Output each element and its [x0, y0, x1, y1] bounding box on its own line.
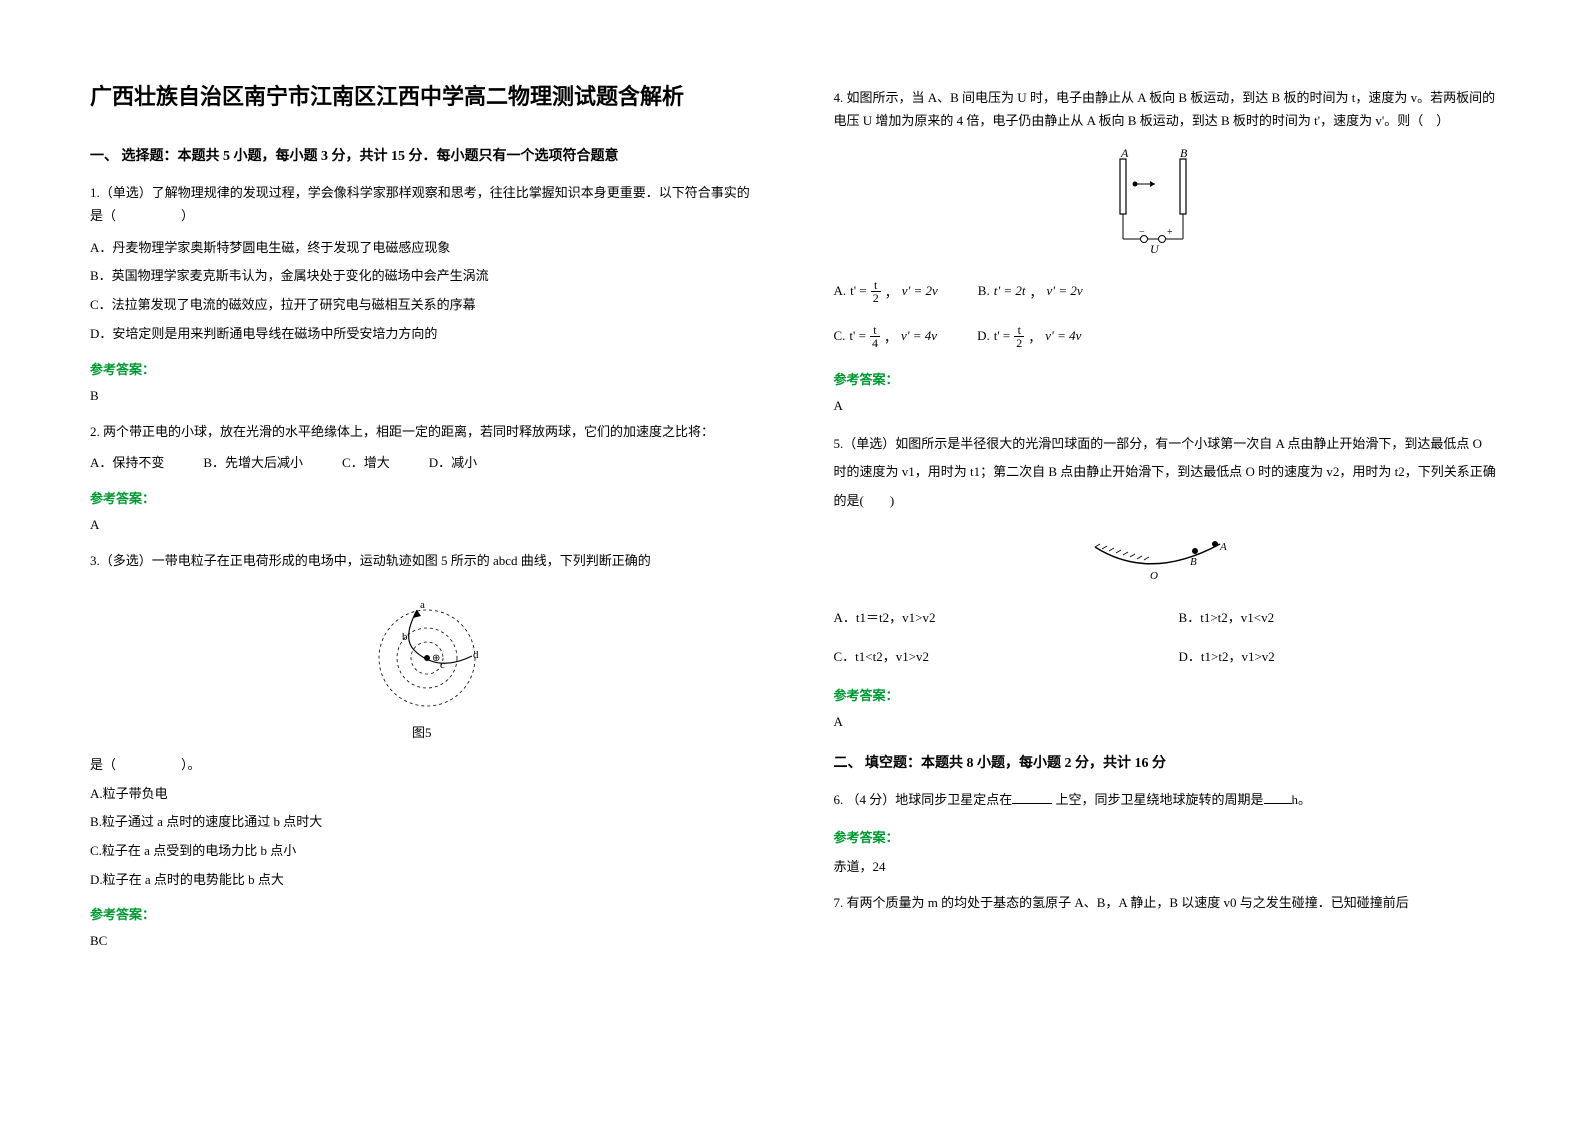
q3-ans-label: 参考答案： [90, 904, 754, 923]
q3-opt-a: A.粒子带负电 [90, 782, 754, 807]
section-1-head: 一、 选择题：本题共 5 小题，每小题 3 分，共计 15 分．每小题只有一个选… [90, 145, 754, 165]
q5-figure: O B A [1090, 532, 1240, 587]
q1-stem: 1.（单选）了解物理规律的发现过程，学会像科学家那样观察和思考，往往比掌握知识本… [90, 181, 754, 228]
q4-figure: A B − + U [1095, 149, 1235, 259]
svg-text:B: B [1180, 149, 1188, 160]
svg-text:U: U [1150, 242, 1160, 256]
svg-text:A: A [1219, 541, 1227, 553]
q5-ans-label: 参考答案： [834, 685, 1498, 704]
q4-opt-d: D. t' = t2 ， v' = 4v [977, 324, 1081, 349]
q1-ans-label: 参考答案： [90, 359, 754, 378]
left-column: 广西壮族自治区南宁市江南区江西中学高二物理测试题含解析 一、 选择题：本题共 5… [90, 80, 754, 1042]
q3-opt-b: B.粒子通过 a 点时的速度比通过 b 点时大 [90, 810, 754, 835]
q2-ans-label: 参考答案： [90, 488, 754, 507]
q4-opts-row2: C. t' = t4 ， v' = 4v D. t' = t2 ， v' = 4… [834, 324, 1498, 349]
q3-opt-c: C.粒子在 a 点受到的电场力比 b 点小 [90, 839, 754, 864]
q1-opt-a: A．丹麦物理学家奥斯特梦圆电生磁，终于发现了电磁感应现象 [90, 236, 754, 261]
doc-title: 广西壮族自治区南宁市江南区江西中学高二物理测试题含解析 [90, 80, 754, 113]
q5-opt-c: C．t1<t2，v1>v2 [834, 646, 1152, 665]
svg-text:A: A [1120, 149, 1129, 160]
q4-opt-c: C. t' = t4 ， v' = 4v [834, 324, 938, 349]
q5-ans: A [834, 714, 1498, 730]
svg-text:a: a [420, 599, 425, 611]
q4-svg: A B − + U [1095, 149, 1235, 259]
q3-suffix: 是（ ）。 [90, 753, 754, 778]
q5-opt-d: D．t1>t2，v1>v2 [1179, 646, 1497, 665]
svg-text:O: O [1150, 570, 1158, 582]
q4-opt-a: A. t' = t2 ， v' = 2v [834, 279, 938, 304]
q1-ans: B [90, 388, 754, 404]
q4-ans-label: 参考答案： [834, 369, 1498, 388]
q3-figure: ⊕ a b c d 图5 [342, 588, 502, 741]
q4-opts-row1: A. t' = t2 ， v' = 2v B. t' = 2t ， v' = 2… [834, 279, 1498, 304]
q5-opts-row2: C．t1<t2，v1>v2 D．t1>t2，v1>v2 [834, 646, 1498, 665]
svg-text:−: − [1139, 227, 1145, 238]
q3-caption: 图5 [412, 722, 432, 741]
q4-ans: A [834, 398, 1498, 414]
right-column: 4. 如图所示，当 A、B 间电压为 U 时，电子由静止从 A 板向 B 板运动… [834, 80, 1498, 1042]
q6-stem: 6. （4 分）地球同步卫星定点在 上空，同步卫星绕地球旋转的周期是h。 [834, 788, 1498, 811]
q5-stem: 5.（单选）如图所示是半径很大的光滑凹球面的一部分，有一个小球第一次自 A 点由… [834, 430, 1498, 516]
svg-text:+: + [1167, 227, 1173, 238]
q4-opt-b: B. t' = 2t ， v' = 2v [978, 282, 1083, 301]
q2-ans: A [90, 517, 754, 533]
section-2-head: 二、 填空题：本题共 8 小题，每小题 2 分，共计 16 分 [834, 752, 1498, 772]
q3-ans: BC [90, 933, 754, 949]
svg-text:c: c [440, 659, 445, 671]
svg-text:d: d [473, 649, 479, 661]
q4-stem: 4. 如图所示，当 A、B 间电压为 U 时，电子由静止从 A 板向 B 板运动… [834, 86, 1498, 133]
svg-text:b: b [402, 631, 408, 643]
q3-svg: ⊕ a b c d [342, 588, 502, 718]
q1-opt-c: C．法拉第发现了电流的磁效应，拉开了研究电与磁相互关系的序幕 [90, 293, 754, 318]
q3-stem: 3.（多选）一带电粒子在正电荷形成的电场中，运动轨迹如图 5 所示的 abcd … [90, 549, 754, 572]
q5-svg: O B A [1090, 532, 1240, 587]
q5-opt-b: B．t1>t2，v1<v2 [1179, 607, 1497, 626]
q7-stem: 7. 有两个质量为 m 的均处于基态的氢原子 A、B，A 静止，B 以速度 v0… [834, 891, 1498, 914]
q3-opt-d: D.粒子在 a 点时的电势能比 b 点大 [90, 868, 754, 893]
q1-opt-d: D．安培定则是用来判断通电导线在磁场中所受安培力方向的 [90, 322, 754, 347]
q6-ans-label: 参考答案： [834, 827, 1498, 846]
q5-opts-row1: A．t1＝t2，v1>v2 B．t1>t2，v1<v2 [834, 607, 1498, 626]
q2-stem: 2. 两个带正电的小球，放在光滑的水平绝缘体上，相距一定的距离，若同时释放两球，… [90, 420, 754, 443]
q5-opt-a: A．t1＝t2，v1>v2 [834, 607, 1152, 626]
q6-ans: 赤道，24 [834, 856, 1498, 875]
q1-opt-b: B．英国物理学家麦克斯韦认为，金属块处于变化的磁场中会产生涡流 [90, 264, 754, 289]
svg-text:B: B [1190, 556, 1197, 568]
q2-opts: A．保持不变 B．先增大后减小 C．增大 D．减小 [90, 451, 754, 476]
